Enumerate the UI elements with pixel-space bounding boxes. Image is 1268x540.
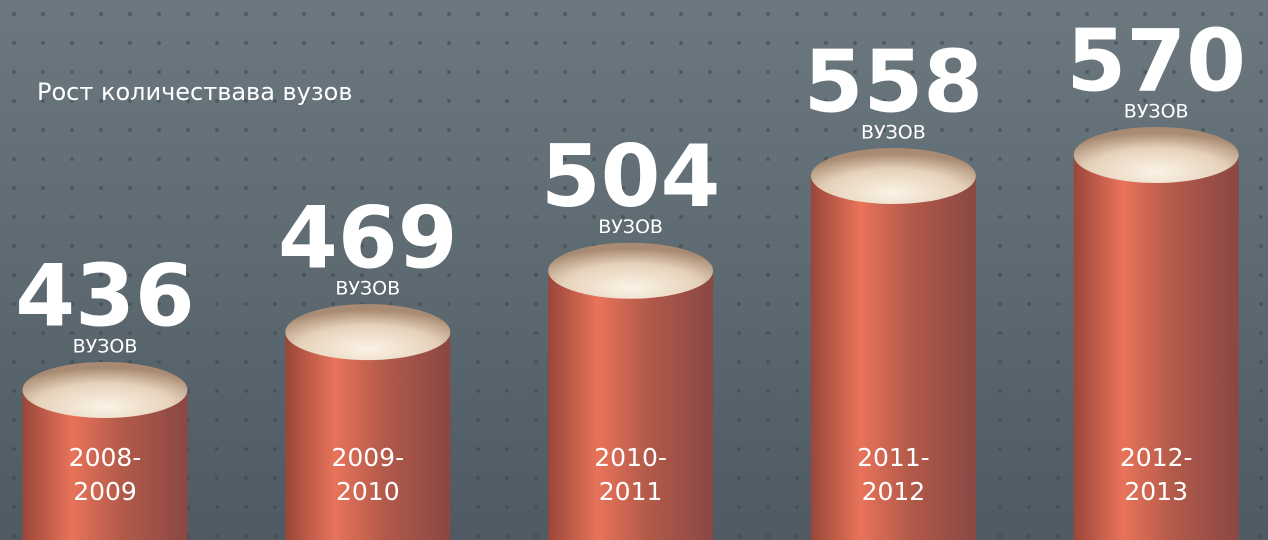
value-label: 469 <box>278 189 458 289</box>
cylinder-body <box>1073 155 1239 540</box>
unit-label: ВУЗОВ <box>335 278 400 300</box>
category-label: 2011-2012 <box>857 443 930 506</box>
cylinder <box>548 242 714 540</box>
value-label: 504 <box>541 127 721 227</box>
category-label: 2009-2010 <box>331 443 405 506</box>
cylinder-body <box>548 270 714 540</box>
category-label: 2012-2013 <box>1119 443 1193 506</box>
unit-label: ВУЗОВ <box>73 336 138 358</box>
value-label: 436 <box>15 246 195 346</box>
cylinder-top <box>285 304 451 361</box>
chart-title: Рост количествава вузов <box>37 78 352 106</box>
cylinder-top <box>1073 127 1239 183</box>
cylinder-top <box>810 148 976 205</box>
unit-label: ВУЗОВ <box>861 122 926 144</box>
category-label: 2010-2011 <box>594 443 667 506</box>
cylinder <box>1073 127 1239 540</box>
cylinder-body <box>22 390 188 540</box>
cylinder <box>22 362 188 540</box>
cylinder <box>285 304 451 540</box>
unit-label: ВУЗОВ <box>598 216 663 238</box>
cylinder-top <box>22 362 188 418</box>
cylinder-body <box>810 176 976 540</box>
cylinder-body <box>285 332 451 540</box>
cylinder-top <box>548 242 714 299</box>
category-label: 2008-2009 <box>68 443 142 506</box>
value-label: 558 <box>804 32 984 132</box>
cylinder <box>810 148 976 540</box>
unit-label: ВУЗОВ <box>1124 101 1189 123</box>
value-label: 570 <box>1066 11 1246 111</box>
